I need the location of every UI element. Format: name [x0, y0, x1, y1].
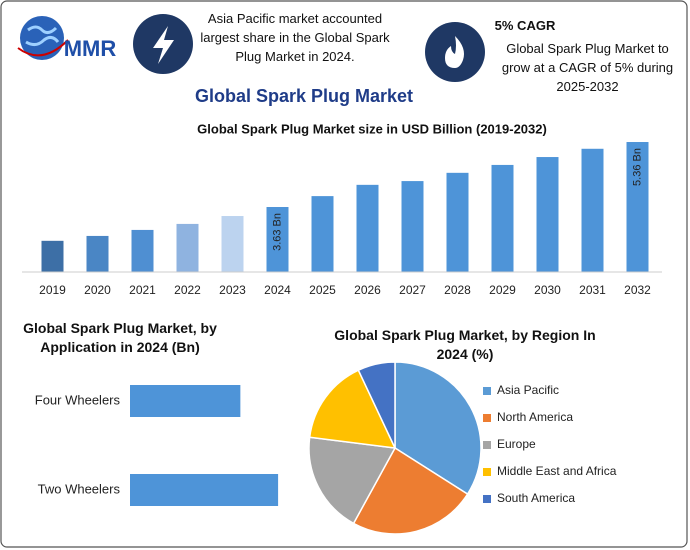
x-tick-label: 2022	[174, 283, 201, 297]
highlight-title: 5% CAGR	[494, 18, 556, 33]
chart-title: Global Spark Plug Market, by Region In 2…	[334, 327, 596, 362]
bar	[131, 229, 154, 272]
bar	[491, 164, 514, 272]
bar	[356, 184, 379, 272]
flame-icon	[425, 22, 485, 82]
main-title: Global Spark Plug Market	[195, 86, 413, 106]
x-tick-label: 2020	[84, 283, 111, 297]
bar	[221, 216, 244, 272]
chart-title: Global Spark Plug Market size in USD Bil…	[197, 121, 547, 136]
highlight-text: Global Spark Plug Market to grow at a CA…	[501, 41, 674, 94]
bar	[266, 207, 289, 272]
y-tick-label: Two Wheelers	[38, 481, 121, 496]
pie-slice	[357, 361, 396, 449]
bar	[401, 181, 424, 272]
legend-label: Europe	[497, 437, 536, 451]
legend-swatch	[483, 495, 491, 503]
pie-slice	[352, 446, 469, 535]
x-tick-label: 2028	[444, 283, 471, 297]
logo-text: MMR	[64, 36, 117, 61]
x-tick-label: 2030	[534, 283, 561, 297]
y-tick-label: Four Wheelers	[35, 392, 121, 407]
bar	[41, 240, 64, 272]
legend-swatch	[483, 414, 491, 422]
x-tick-label: 2019	[39, 283, 66, 297]
x-tick-label: 2024	[264, 283, 291, 297]
x-tick-label: 2021	[129, 283, 156, 297]
bar	[536, 157, 559, 272]
bar	[130, 474, 279, 506]
pie-slice	[308, 436, 397, 525]
legend-swatch	[483, 441, 491, 449]
bar	[86, 235, 109, 272]
highlight-text: Asia Pacific market accounted largest sh…	[200, 11, 390, 64]
x-tick-label: 2023	[219, 283, 246, 297]
x-tick-label: 2031	[579, 283, 606, 297]
legend-label: South America	[497, 491, 575, 505]
lightning-icon	[133, 14, 193, 74]
x-tick-label: 2025	[309, 283, 336, 297]
bar	[626, 142, 649, 272]
logo	[17, 16, 69, 60]
value-label: 3.63 Bn	[271, 213, 283, 251]
x-tick-label: 2029	[489, 283, 516, 297]
legend-label: Middle East and Africa	[497, 464, 617, 478]
pie-slice	[308, 369, 397, 449]
bar	[130, 385, 241, 417]
bar	[446, 172, 469, 272]
legend-label: North America	[497, 410, 573, 424]
value-label: 5.36 Bn	[631, 148, 643, 186]
x-tick-label: 2026	[354, 283, 381, 297]
chart-title: Global Spark Plug Market, by Application…	[23, 320, 217, 355]
x-tick-label: 2032	[624, 283, 651, 297]
x-tick-label: 2027	[399, 283, 426, 297]
bar	[311, 196, 334, 272]
legend-swatch	[483, 468, 491, 476]
bar	[581, 148, 604, 272]
legend-label: Asia Pacific	[497, 383, 559, 397]
bar	[176, 223, 199, 272]
legend-swatch	[483, 387, 491, 395]
